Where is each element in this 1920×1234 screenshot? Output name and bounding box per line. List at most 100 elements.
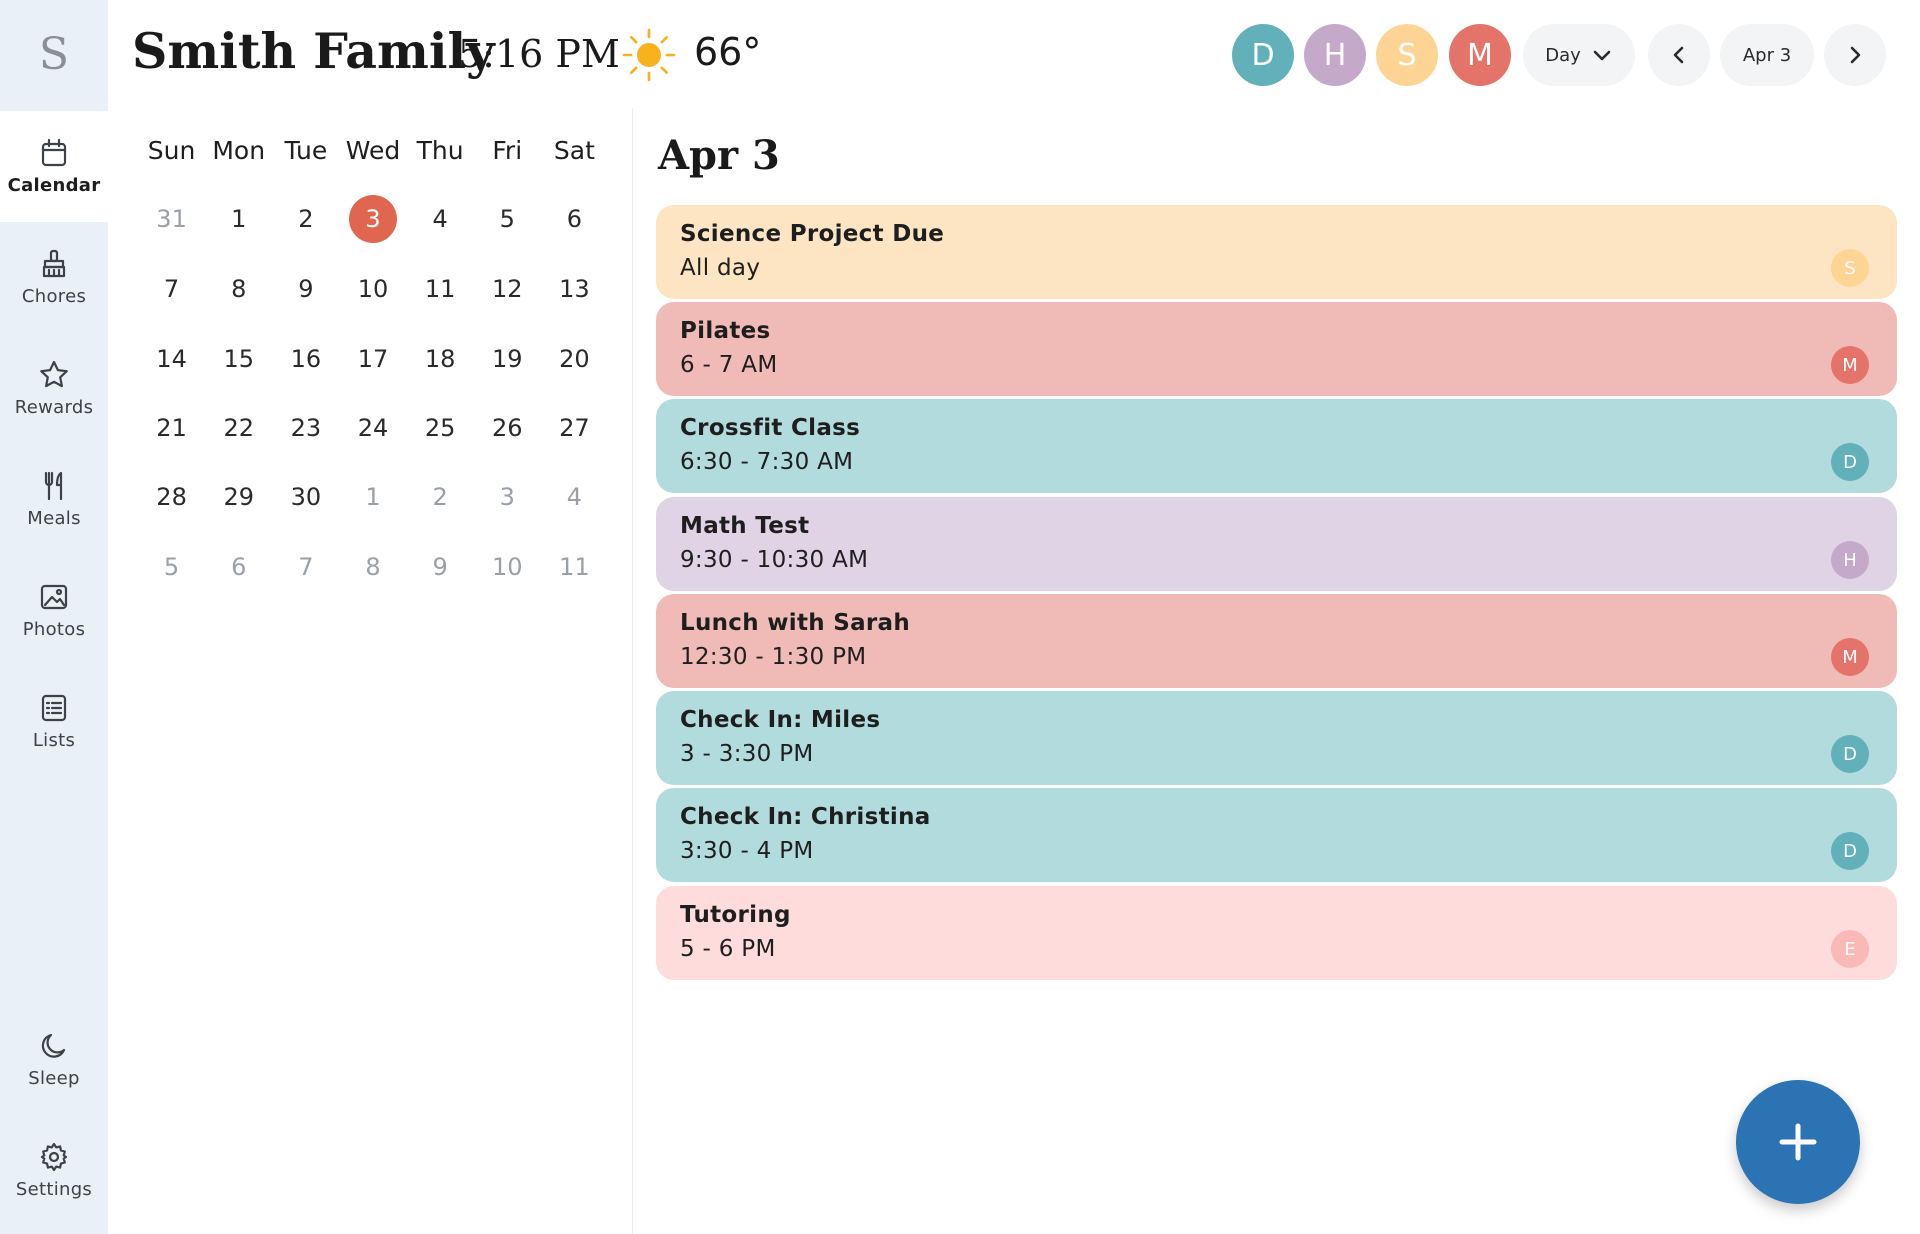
weekday-label: Thu bbox=[416, 136, 464, 165]
nav-item-rewards[interactable]: Rewards bbox=[0, 333, 108, 444]
chevron-left-icon bbox=[1673, 46, 1684, 64]
calendar-day[interactable]: 21 bbox=[156, 414, 187, 442]
chevron-down-icon bbox=[1593, 50, 1611, 61]
prev-day-button[interactable] bbox=[1648, 24, 1710, 86]
nav-item-calendar[interactable]: Calendar bbox=[0, 111, 108, 222]
member-avatar-h[interactable]: H bbox=[1304, 24, 1366, 86]
calendar-day[interactable]: 13 bbox=[559, 275, 590, 303]
calendar-day[interactable]: 15 bbox=[223, 345, 254, 373]
nav-item-chores[interactable]: Chores bbox=[0, 222, 108, 333]
calendar-day[interactable]: 10 bbox=[492, 553, 523, 581]
calendar-day[interactable]: 11 bbox=[559, 553, 590, 581]
moon-icon bbox=[41, 1033, 66, 1058]
event-time: All day bbox=[680, 255, 761, 281]
calendar-day[interactable]: 4 bbox=[566, 483, 583, 511]
calendar-day[interactable]: 30 bbox=[290, 483, 322, 511]
top-header: Smith Family 5:16 PM 66° D H S M Day Apr… bbox=[108, 0, 1920, 108]
event-title: Lunch with Sarah bbox=[680, 610, 911, 636]
calendar-day[interactable]: 20 bbox=[559, 345, 590, 373]
calendar-day-today[interactable]: 3 bbox=[339, 195, 406, 243]
calendar-day[interactable]: 27 bbox=[559, 414, 590, 442]
calendar-week: 28 29 30 1 2 3 4 bbox=[138, 473, 608, 521]
next-day-button[interactable] bbox=[1824, 24, 1886, 86]
utensils-icon bbox=[44, 471, 63, 501]
event-title: Check In: Miles bbox=[680, 707, 881, 733]
calendar-day[interactable]: 5 bbox=[499, 205, 515, 233]
calendar-day[interactable]: 25 bbox=[424, 414, 456, 442]
calendar-day[interactable]: 16 bbox=[290, 345, 322, 373]
weekday-label: Wed bbox=[345, 136, 401, 165]
event-card[interactable]: Pilates 6 - 7 AM M bbox=[656, 302, 1897, 396]
calendar-day[interactable]: 6 bbox=[231, 553, 247, 581]
weekday-label: Sat bbox=[553, 136, 595, 165]
add-event-button[interactable] bbox=[1736, 1080, 1860, 1204]
calendar-day[interactable]: 28 bbox=[156, 483, 187, 511]
event-card[interactable]: Lunch with Sarah 12:30 - 1:30 PM M bbox=[656, 594, 1897, 688]
event-card[interactable]: Tutoring 5 - 6 PM E bbox=[656, 886, 1897, 980]
nav-label-sleep: Sleep bbox=[28, 1068, 80, 1089]
event-time: 3:30 - 4 PM bbox=[680, 838, 814, 864]
event-card[interactable]: Science Project Due All day S bbox=[656, 205, 1897, 299]
calendar-day[interactable]: 1 bbox=[365, 483, 381, 511]
app-logo-letter: S bbox=[38, 28, 70, 80]
calendar-day[interactable]: 9 bbox=[432, 553, 448, 581]
nav-label-chores: Chores bbox=[21, 286, 87, 307]
calendar-day[interactable]: 11 bbox=[424, 275, 456, 303]
nav-label-settings: Settings bbox=[15, 1179, 93, 1200]
event-card[interactable]: Check In: Miles 3 - 3:30 PM D bbox=[656, 691, 1897, 785]
calendar-day[interactable]: 29 bbox=[223, 483, 254, 511]
calendar-day[interactable]: 7 bbox=[298, 553, 314, 581]
nav-item-sleep[interactable]: Sleep bbox=[0, 1004, 108, 1115]
weekday-label: Sun bbox=[147, 136, 196, 165]
calendar-day[interactable]: 2 bbox=[432, 483, 448, 511]
calendar-day[interactable]: 19 bbox=[492, 345, 523, 373]
calendar-day[interactable]: 18 bbox=[424, 345, 456, 373]
current-date-button[interactable]: Apr 3 bbox=[1720, 24, 1814, 86]
weekday-label: Fri bbox=[492, 136, 523, 165]
image-icon bbox=[40, 584, 68, 610]
current-date-label: Apr 3 bbox=[1742, 44, 1792, 66]
member-avatar-s[interactable]: S bbox=[1376, 24, 1438, 86]
calendar-day[interactable]: 9 bbox=[298, 275, 314, 303]
calendar-day[interactable]: 12 bbox=[492, 275, 523, 303]
plus-icon bbox=[1779, 1123, 1817, 1161]
calendar-day[interactable]: 22 bbox=[223, 414, 254, 442]
calendar-day[interactable]: 8 bbox=[365, 553, 381, 581]
calendar-day[interactable]: 14 bbox=[156, 345, 187, 373]
event-time: 12:30 - 1:30 PM bbox=[680, 644, 867, 670]
calendar-day[interactable]: 17 bbox=[357, 345, 389, 373]
calendar-day[interactable]: 1 bbox=[231, 205, 247, 233]
calendar-day[interactable]: 2 bbox=[298, 205, 314, 233]
nav-item-meals[interactable]: Meals bbox=[0, 444, 108, 555]
calendar-day[interactable]: 8 bbox=[231, 275, 247, 303]
event-card[interactable]: Math Test 9:30 - 10:30 AM H bbox=[656, 497, 1897, 591]
event-card[interactable]: Crossfit Class 6:30 - 7:30 AM D bbox=[656, 399, 1897, 493]
event-title: Check In: Christina bbox=[680, 804, 931, 830]
event-member-avatar: M bbox=[1831, 638, 1869, 676]
member-avatar-d[interactable]: D bbox=[1232, 24, 1294, 86]
calendar-day[interactable]: 5 bbox=[163, 553, 180, 581]
agenda-date-title: Apr 3 bbox=[658, 132, 780, 179]
event-member-avatar: D bbox=[1831, 735, 1869, 773]
nav-label-lists: Lists bbox=[32, 730, 76, 751]
view-select[interactable]: Day bbox=[1523, 24, 1635, 86]
calendar-week: 5 6 7 8 9 10 11 bbox=[138, 543, 608, 591]
calendar-day[interactable]: 26 bbox=[492, 414, 523, 442]
member-initial: H bbox=[1323, 37, 1347, 73]
calendar-day[interactable]: 24 bbox=[357, 414, 389, 442]
calendar-day[interactable]: 23 bbox=[290, 414, 322, 442]
event-member-avatar: D bbox=[1831, 832, 1869, 870]
nav-item-photos[interactable]: Photos bbox=[0, 555, 108, 666]
event-card[interactable]: Check In: Christina 3:30 - 4 PM D bbox=[656, 788, 1897, 882]
nav-item-lists[interactable]: Lists bbox=[0, 666, 108, 777]
calendar-day[interactable]: 10 bbox=[357, 275, 389, 303]
calendar-day[interactable]: 6 bbox=[566, 205, 583, 233]
calendar-day[interactable]: 4 bbox=[432, 205, 448, 233]
event-title: Tutoring bbox=[680, 902, 791, 928]
calendar-day[interactable]: 7 bbox=[163, 275, 180, 303]
nav-item-settings[interactable]: Settings bbox=[0, 1115, 108, 1226]
sun-icon bbox=[622, 28, 676, 82]
calendar-day[interactable]: 3 bbox=[499, 483, 515, 511]
member-avatar-m[interactable]: M bbox=[1449, 24, 1511, 86]
calendar-day[interactable]: 31 bbox=[156, 205, 187, 233]
